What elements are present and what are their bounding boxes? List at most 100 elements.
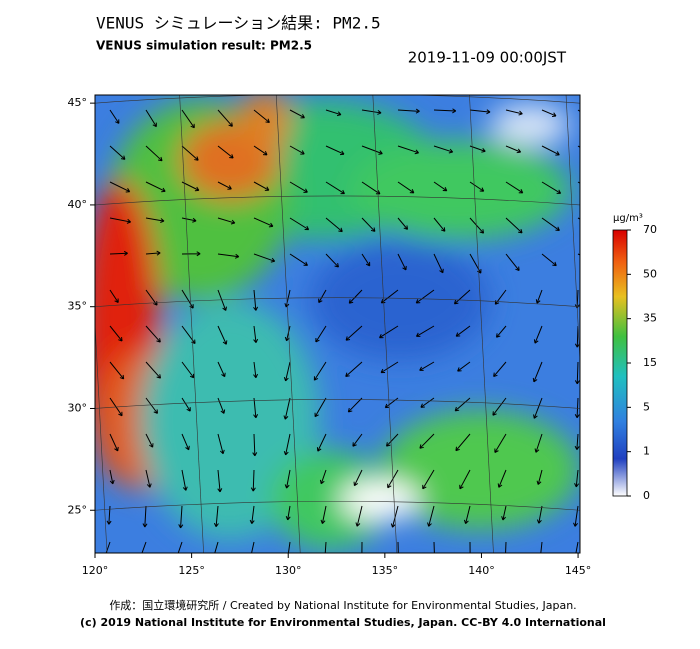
wind-arrow: [390, 505, 399, 528]
x-tick-label: 135°: [372, 564, 399, 577]
wind-arrow: [253, 253, 276, 263]
wind-arrow: [253, 289, 259, 311]
wind-arrow: [345, 361, 363, 378]
wind-arrow: [289, 181, 308, 193]
wind-arrow: [217, 325, 228, 345]
wind-arrow: [289, 217, 310, 231]
wind-arrow: [177, 541, 183, 553]
wind-arrow: [577, 145, 580, 148]
wind-arrow: [415, 325, 435, 337]
wind-arrow: [420, 397, 435, 408]
subtitle: VENUS simulation result: PM2.5: [96, 39, 312, 53]
wind-arrow: [574, 361, 580, 385]
wind-arrow: [325, 253, 339, 268]
wind-arrow: [141, 541, 147, 553]
wind-arrow: [505, 109, 523, 116]
wind-arrow: [493, 361, 507, 378]
wind-arrow: [533, 397, 543, 419]
title: VENUS シミュレーション結果: PM2.5: [96, 14, 381, 33]
wind-arrow: [361, 217, 376, 232]
graticule: [372, 95, 398, 553]
wind-arrow: [453, 289, 471, 305]
wind-arrow: [536, 505, 543, 524]
wind-arrow: [217, 289, 227, 311]
wind-arrow: [325, 145, 345, 156]
wind-arrow: [574, 433, 580, 450]
wind-arrow: [397, 253, 407, 271]
wind-arrow: [289, 145, 305, 155]
wind-arrow: [217, 181, 232, 190]
graticule: [95, 399, 580, 409]
wind-arrow: [318, 289, 327, 304]
wind-arrow: [217, 433, 225, 455]
copyright: (c) 2019 National Institute for Environm…: [80, 616, 606, 629]
wind-arrow: [384, 397, 399, 409]
wind-arrow: [433, 181, 448, 192]
graticule: [95, 297, 580, 307]
wind-arrow: [541, 109, 557, 118]
wind-arrow: [494, 289, 507, 305]
wind-arrow: [541, 181, 562, 194]
colorbar-tick-label: 50: [643, 267, 657, 280]
wind-arrow: [217, 217, 236, 225]
graticule: [469, 95, 494, 553]
colorbar-tick-label: 35: [643, 312, 657, 325]
wind-arrow: [142, 505, 148, 528]
wind-arrow: [397, 541, 399, 553]
wind-arrow: [347, 397, 363, 413]
wind-arrow: [325, 181, 345, 195]
map-frame: [94, 94, 581, 554]
wind-arrow: [181, 361, 195, 379]
wind-arrow: [109, 145, 126, 160]
graticule: [95, 318, 108, 553]
wind-arrow: [181, 289, 194, 309]
wind-arrow: [217, 469, 223, 493]
wind-arrow: [250, 469, 256, 492]
wind-arrow: [145, 469, 152, 488]
wind-arrow: [415, 289, 435, 304]
y-tick-label: 40°: [68, 198, 88, 211]
colorbar-tick-label: 70: [643, 223, 657, 236]
wind-arrow: [380, 289, 399, 304]
colorbar-tick-label: 15: [643, 356, 657, 369]
wind-arrow: [463, 505, 471, 525]
wind-arrow: [253, 181, 270, 191]
wind-arrow: [217, 397, 226, 414]
wind-arrow: [397, 145, 419, 155]
wind-arrow: [540, 541, 543, 553]
wind-arrow: [249, 541, 255, 553]
wind-arrow: [145, 109, 157, 128]
wind-arrow: [252, 433, 258, 457]
wind-arrow: [419, 433, 435, 449]
wind-arrow: [535, 289, 543, 304]
wind-arrow: [253, 325, 259, 344]
wind-arrow: [145, 397, 158, 414]
wind-arrow: [469, 217, 485, 234]
wind-arrow: [433, 108, 457, 114]
wind-arrow: [181, 433, 190, 451]
wind-arrow: [109, 217, 132, 224]
wind-arrow: [217, 145, 234, 159]
wind-arrow: [386, 433, 399, 447]
wind-arrow: [541, 145, 560, 156]
wind-arrow: [249, 505, 255, 525]
wind-arrow: [419, 361, 435, 371]
wind-arrow: [284, 469, 291, 489]
wind-arrow: [422, 469, 435, 490]
wind-arrow: [433, 253, 444, 274]
wind-arrow: [505, 253, 520, 272]
wind-arrow: [109, 325, 123, 342]
wind-arrow: [283, 397, 291, 420]
map-field: [95, 95, 580, 553]
y-tick-label: 30°: [68, 401, 88, 414]
graticule: [275, 95, 301, 553]
wind-arrow: [325, 109, 342, 117]
wind-arrow: [348, 289, 363, 304]
wind-arrow: [181, 217, 197, 223]
wind-arrow: [467, 541, 473, 553]
wind-arrow: [361, 145, 383, 155]
wind-arrow: [181, 145, 199, 161]
wind-arrow: [316, 433, 327, 452]
wind-arrow: [320, 505, 327, 524]
x-tick-label: 145°: [565, 564, 592, 577]
